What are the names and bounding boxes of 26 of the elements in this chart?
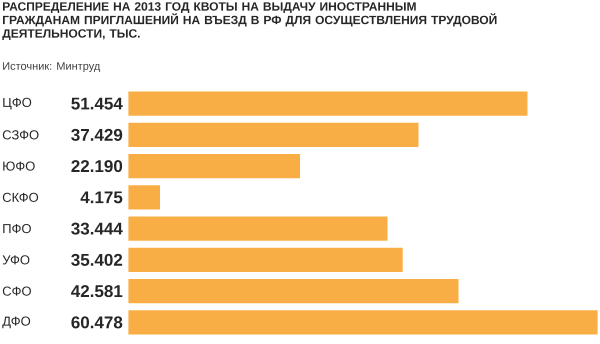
bar [128, 184, 161, 210]
data-label: 37.429 [71, 128, 122, 141]
bar [128, 90, 528, 117]
y-tick-label: УФО [2, 255, 30, 264]
bar [128, 216, 388, 242]
data-label: 35.402 [71, 254, 122, 266]
y-tick-label: ЦФО [3, 98, 32, 110]
y-tick-label: ДФО [2, 316, 30, 328]
data-label: 42.581 [71, 285, 122, 298]
y-tick-label: СКФО [2, 192, 38, 202]
bar [128, 122, 420, 148]
y-tick-label: СЗФО [2, 130, 39, 140]
y-tick-label: ПФО [3, 224, 31, 234]
y-tick-label: ЮФО [3, 162, 35, 171]
bar [128, 278, 460, 304]
data-label: 33.444 [71, 222, 123, 235]
data-label: 60.478 [71, 316, 122, 328]
bar [128, 153, 301, 180]
data-label: 22.190 [71, 160, 122, 172]
bar [128, 309, 598, 336]
bar [128, 246, 404, 273]
text: Источник: Минтруд [3, 62, 100, 72]
data-label: 51.454 [71, 98, 123, 110]
chart-title: РАСПРЕДЕЛЕНИЕ НА 2013 ГОД КВОТЫ НА ВЫДАЧУ ИНОСТРАННЫМ ГРАЖДАНАМ ПРИГЛАШЕНИЙ НА ВЪЕЗД В РФ ДЛЯ ОСУЩЕСТВЛЕНИЯ ТРУДОВОЙ ДЕЯТЕЛЬНОСТИ, ТЫС. [2, 2, 496, 40]
data-label: 4.175 [80, 191, 122, 204]
y-tick-label: СФО [2, 286, 31, 296]
